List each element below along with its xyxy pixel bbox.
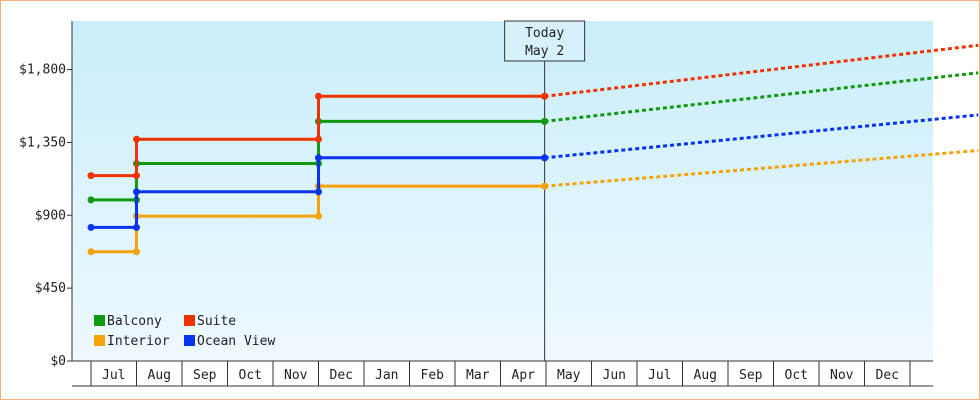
- x-tick-label: Aug: [694, 368, 717, 383]
- series-ocean-view: [87, 113, 979, 231]
- x-axis: Jul Aug Sep Oct Nov Dec Jan Feb Mar Apr May Jun Jul A…: [72, 360, 933, 387]
- legend-label: Suite: [197, 314, 236, 329]
- data-point: [541, 117, 549, 125]
- x-tick-label: Aug: [148, 368, 171, 383]
- data-point: [87, 172, 95, 180]
- y-tick-label: $450: [35, 281, 66, 296]
- x-tick-label: Oct: [785, 368, 808, 383]
- series-balcony: [87, 71, 979, 204]
- x-tick-label: Jan: [375, 368, 398, 383]
- legend-swatch: [184, 335, 195, 346]
- series-line-suite: [91, 94, 545, 178]
- y-axis: $0 $450 $900 $1,350 $1,800: [19, 21, 73, 369]
- legend-swatch: [94, 335, 105, 346]
- x-tick-label: Oct: [239, 368, 262, 383]
- legend-label: Balcony: [107, 314, 162, 329]
- forecast-line-interior: [544, 149, 979, 188]
- series-line-balcony: [91, 119, 545, 202]
- series-layer: [87, 43, 979, 256]
- x-tick-label: Feb: [421, 368, 445, 383]
- y-tick-label: $1,800: [19, 63, 66, 78]
- today-date: May 2: [525, 44, 564, 59]
- data-point: [541, 182, 549, 190]
- y-tick-label: $1,350: [19, 135, 66, 150]
- data-point: [315, 154, 322, 162]
- data-point: [87, 223, 95, 231]
- data-point: [87, 248, 95, 256]
- x-tick-label: Sep: [193, 368, 217, 383]
- data-point: [315, 188, 322, 196]
- data-point: [315, 135, 322, 143]
- today-marker: Today May 2: [504, 20, 586, 361]
- today-label-box: [504, 20, 586, 62]
- forecast-line-suite: [544, 43, 979, 98]
- x-tick-label: Sep: [739, 368, 763, 383]
- series-line-ocean-view: [91, 156, 545, 229]
- data-point: [87, 196, 95, 204]
- legend: Balcony Suite Interior Ocean View: [94, 314, 275, 349]
- data-point: [133, 223, 140, 231]
- series-line-interior: [91, 184, 545, 254]
- data-point: [541, 154, 549, 162]
- data-point: [133, 248, 140, 256]
- legend-swatch: [94, 315, 105, 326]
- x-tick-label: Mar: [466, 368, 490, 383]
- data-point: [133, 172, 140, 180]
- y-tick-label: $900: [35, 208, 66, 223]
- legend-label: Interior: [107, 334, 170, 349]
- x-tick-label: Apr: [512, 368, 536, 383]
- today-label: Today: [525, 26, 564, 41]
- forecast-line-ocean-view: [544, 113, 979, 160]
- legend-label: Ocean View: [197, 334, 275, 349]
- x-tick-label: Jun: [603, 368, 626, 383]
- x-tick-label: Jul: [102, 368, 125, 383]
- x-tick-label: Dec: [876, 368, 899, 383]
- data-point: [133, 135, 140, 143]
- legend-swatch: [184, 315, 195, 326]
- x-tick-label: May: [557, 368, 581, 383]
- data-point: [133, 188, 140, 196]
- series-interior: [87, 149, 979, 256]
- x-tick-label: Nov: [830, 368, 854, 383]
- x-tick-label: Nov: [284, 368, 308, 383]
- x-tick-label: Dec: [330, 368, 353, 383]
- data-point: [315, 92, 322, 100]
- data-point: [541, 92, 549, 100]
- y-tick-label: $0: [50, 354, 66, 369]
- x-tick-label: Jul: [648, 368, 671, 383]
- data-point: [315, 212, 322, 220]
- series-suite: [87, 43, 979, 180]
- forecast-line-balcony: [544, 71, 979, 123]
